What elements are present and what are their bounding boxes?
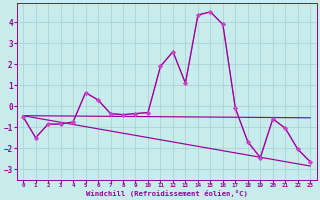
X-axis label: Windchill (Refroidissement éolien,°C): Windchill (Refroidissement éolien,°C): [86, 190, 248, 197]
